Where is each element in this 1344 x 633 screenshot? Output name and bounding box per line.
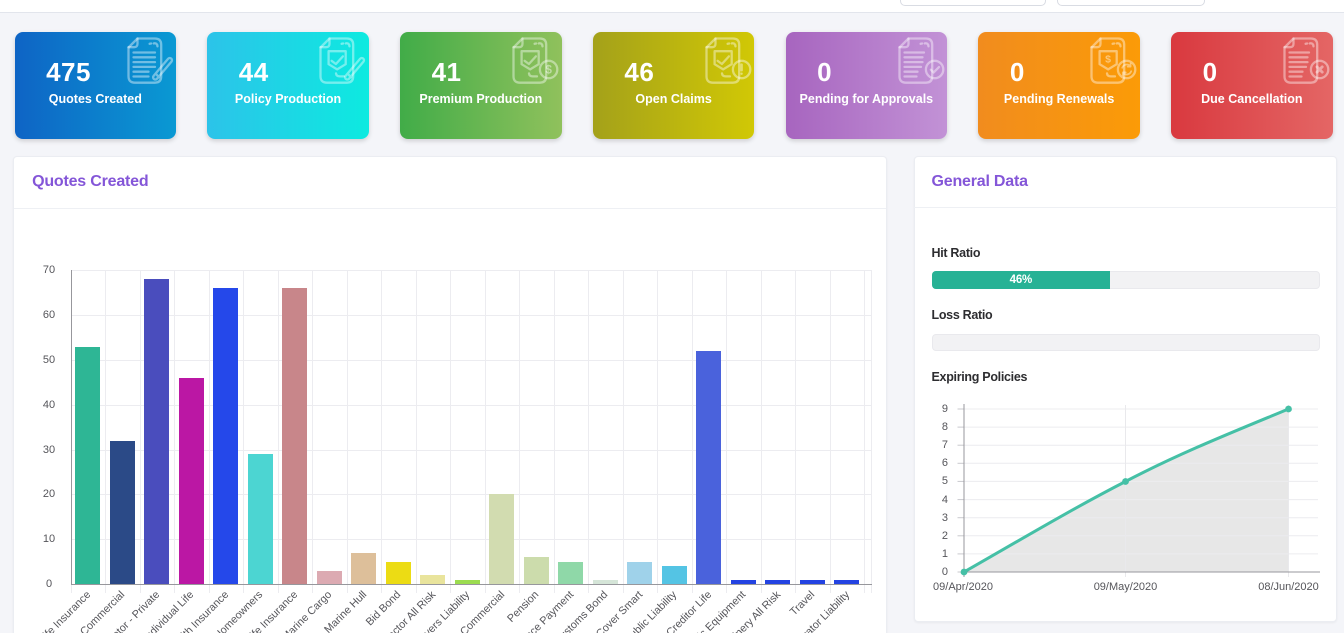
svg-text:$: $ — [1106, 53, 1112, 65]
svg-text:$: $ — [546, 64, 553, 76]
